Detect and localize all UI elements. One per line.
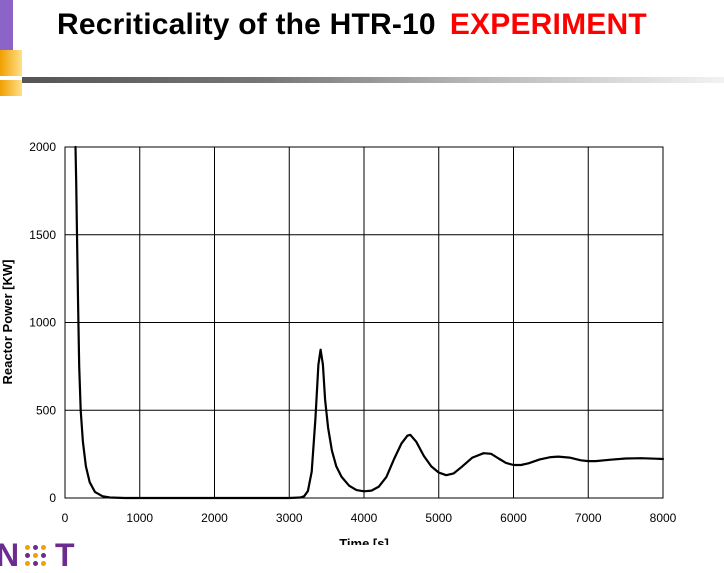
- gold-accent-bar-lower: [0, 80, 22, 96]
- x-tick-label: 3000: [276, 511, 303, 525]
- x-tick-label: 8000: [650, 511, 677, 525]
- x-tick-label: 6000: [500, 511, 527, 525]
- x-tick-label: 5000: [425, 511, 452, 525]
- slide-title: Recriticality of the HTR-10 EXPERIMENT: [57, 8, 647, 42]
- title-divider: [22, 77, 724, 83]
- series-line: [74, 145, 665, 500]
- y-axis-label: Reactor Power [KW]: [0, 260, 15, 385]
- plot-area-border: [64, 146, 664, 499]
- x-tick-label: 0: [62, 511, 69, 525]
- slide-header: Recriticality of the HTR-10 EXPERIMENT: [0, 0, 724, 100]
- chart-grid: [64, 146, 664, 499]
- y-tick-label: 500: [36, 403, 56, 417]
- reactor-power-chart: 0 1000 2000 3000 4000 5000 6000 7000 8000 0 500 100…: [0, 140, 677, 545]
- gold-accent-bar: [0, 50, 22, 76]
- x-tick-label: 2000: [201, 511, 228, 525]
- x-tick-label: 4000: [351, 511, 378, 525]
- x-axis-label: Time [s]: [339, 536, 389, 545]
- x-tick-label: 7000: [575, 511, 602, 525]
- slide-title-main: Recriticality of the HTR-10: [57, 8, 436, 41]
- tick-labels: 0 1000 2000 3000 4000 5000 6000 7000 8000 0 500 100…: [29, 140, 676, 525]
- logo-dot-grid-icon: [25, 545, 47, 567]
- y-tick-label: 2000: [29, 140, 56, 154]
- slide-title-accent: EXPERIMENT: [449, 8, 647, 41]
- purple-accent-bar: [0, 0, 13, 50]
- y-tick-label: 1000: [29, 316, 56, 330]
- y-tick-label: 0: [49, 491, 56, 505]
- logo-letter-t: T: [55, 537, 75, 573]
- logo-letter-n: N: [0, 537, 20, 573]
- institute-logo: N T: [0, 537, 90, 573]
- x-tick-label: 1000: [126, 511, 153, 525]
- y-tick-label: 1500: [29, 228, 56, 242]
